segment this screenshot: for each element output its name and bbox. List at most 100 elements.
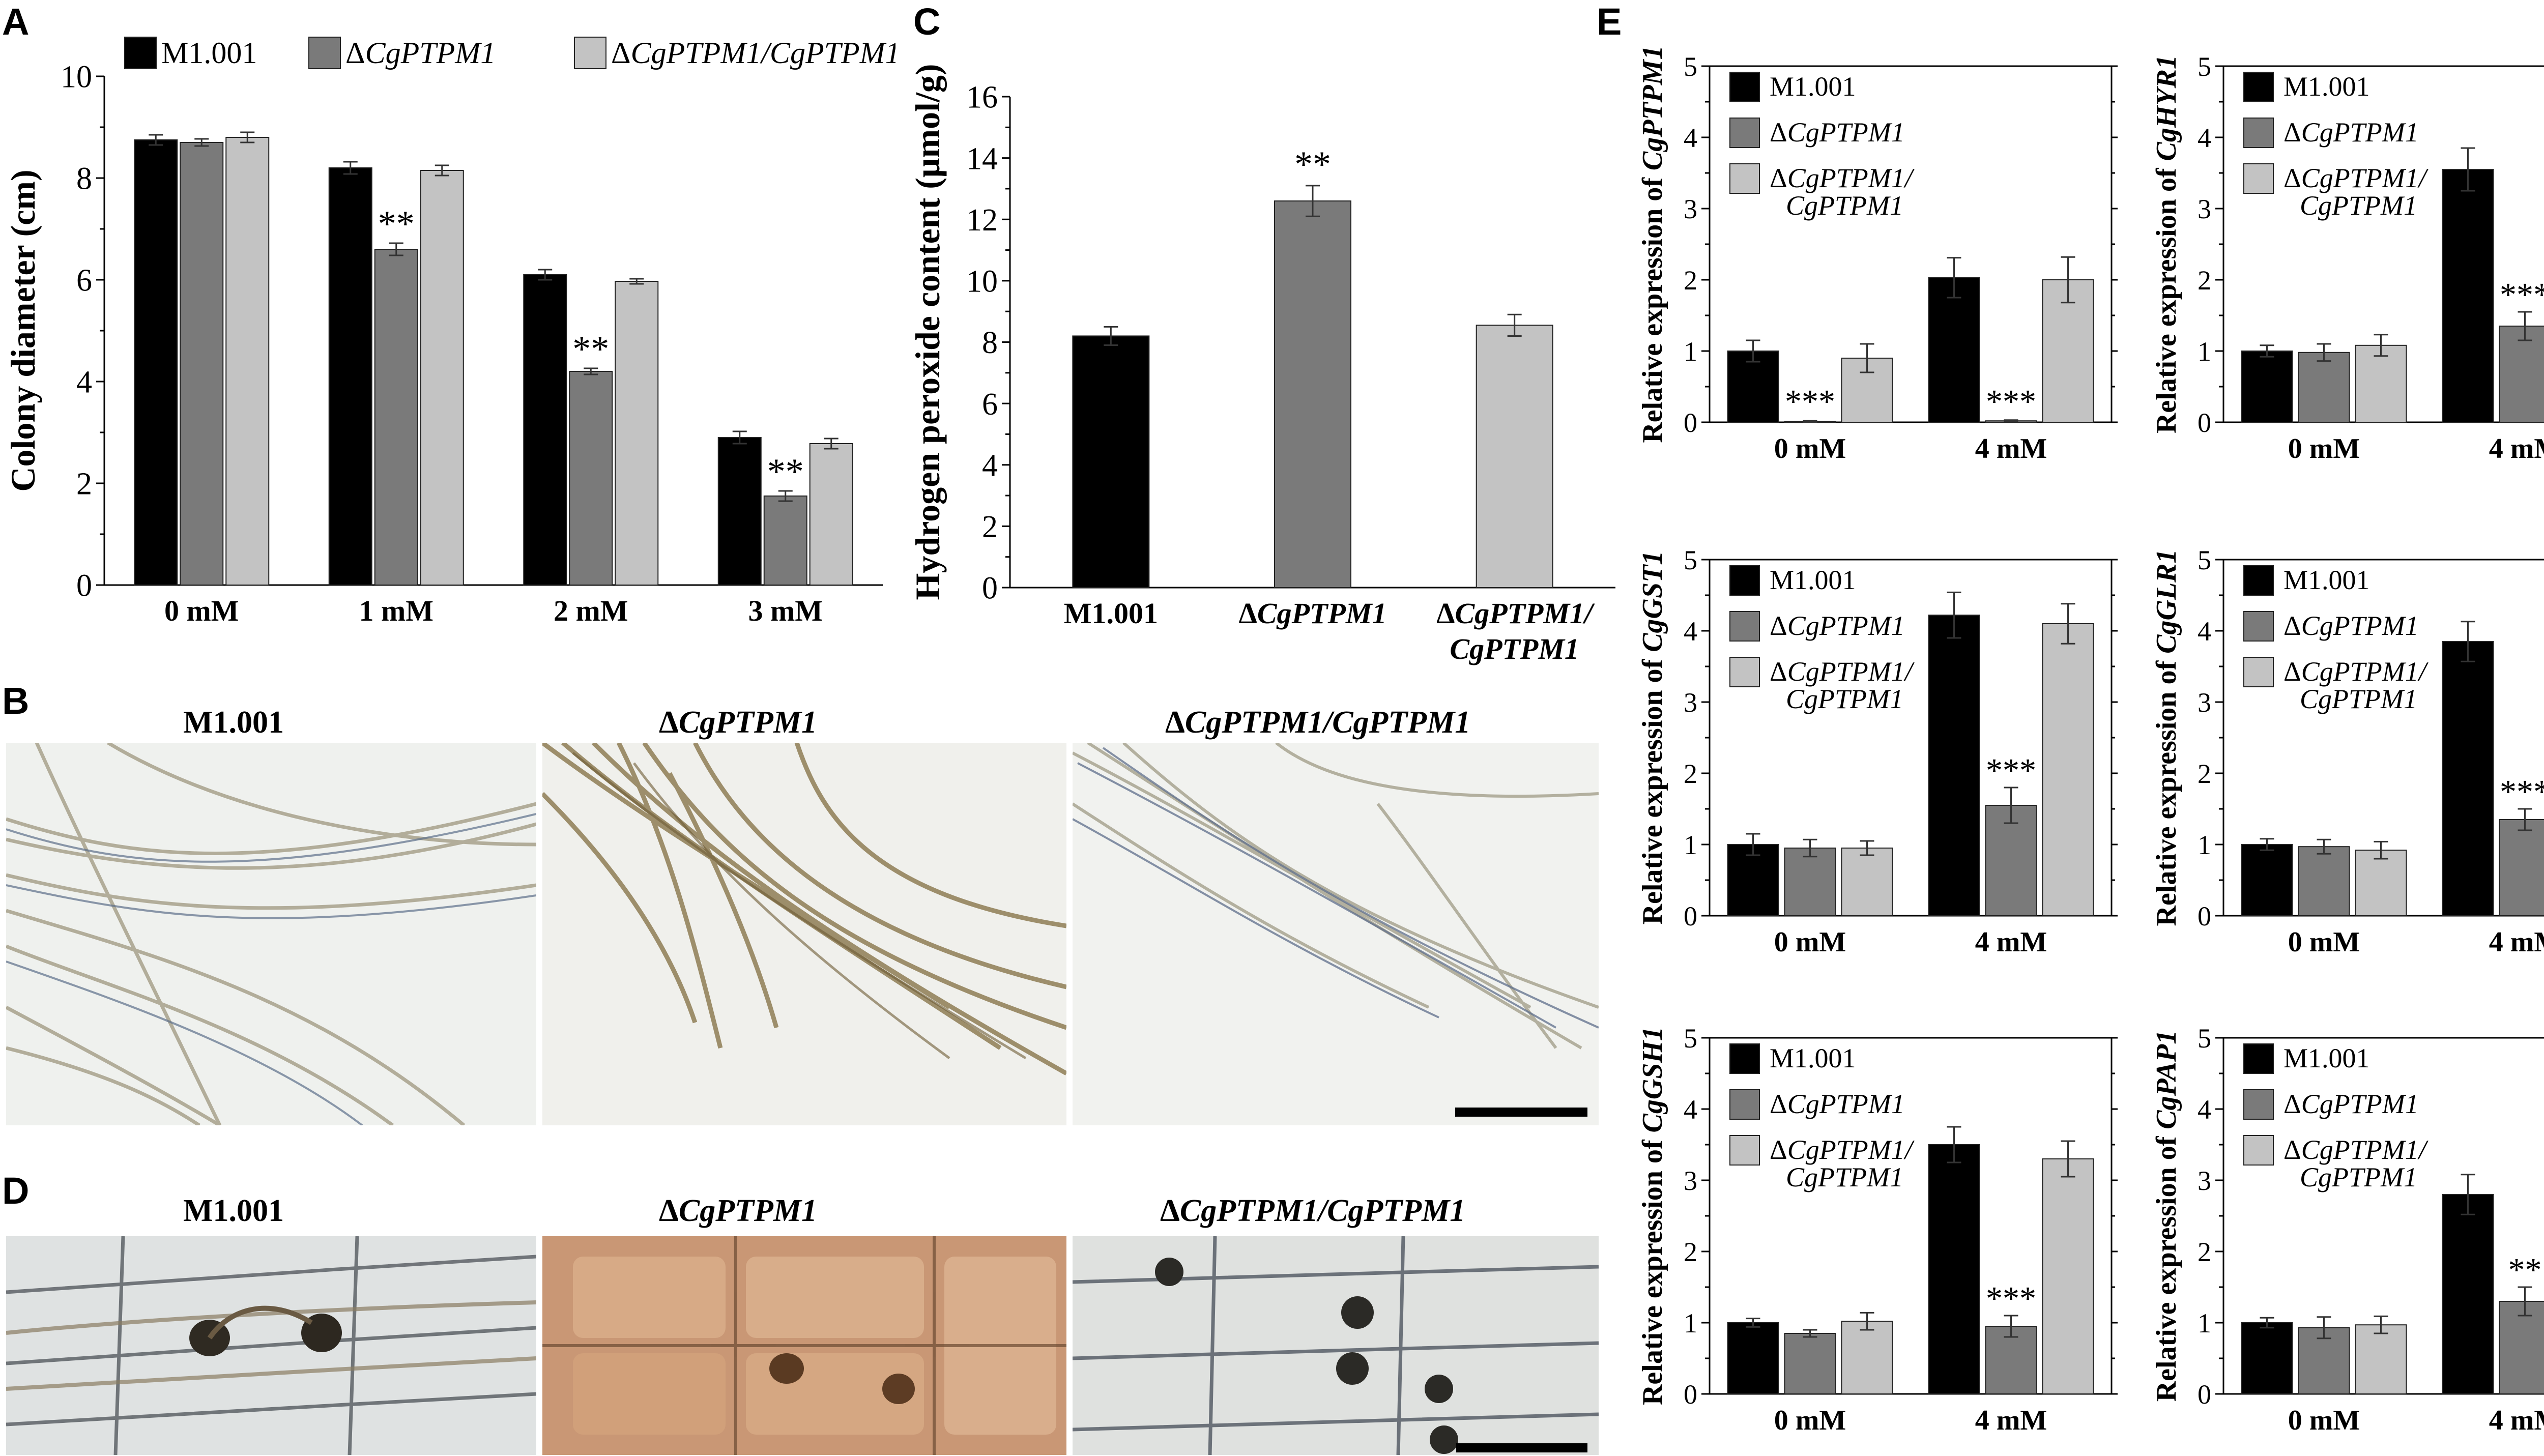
bar [2499, 1301, 2544, 1394]
bar [717, 437, 762, 586]
bar [1784, 848, 1836, 916]
micrograph-b-mutant [542, 743, 1066, 1125]
infection-image [1073, 1236, 1599, 1455]
significance-label: ** [378, 203, 415, 244]
significance-label: ** [572, 329, 609, 369]
legend-swatch [1729, 1043, 1760, 1074]
y-tick-label: 4 [982, 448, 998, 483]
legend-label: ΔCgPTPM1/ [1770, 1134, 1915, 1165]
y-tick-label: 10 [61, 60, 92, 95]
bar [1274, 200, 1351, 588]
legend-swatch [2243, 1089, 2274, 1120]
panel-letter-e: E [1597, 1, 1622, 43]
y-axis-label: Relative expression of CgPTPM1 [1637, 45, 1668, 443]
legend-label: ΔCgPTPM1/ [1770, 656, 1915, 687]
bar [1841, 1321, 1893, 1395]
y-axis-label: Hydrogen peroxide content (μmol/g) [908, 64, 947, 600]
y-tick-label: 0 [1684, 407, 1697, 438]
y-tick-label: 5 [1684, 545, 1697, 575]
x-tick-label: 0 mM [164, 594, 239, 627]
y-tick-label: 1 [2198, 830, 2211, 860]
bar [2042, 1158, 2094, 1394]
y-tick-label: 14 [966, 141, 998, 176]
y-tick-label: 2 [2198, 1237, 2211, 1267]
y-tick-label: 5 [1684, 51, 1697, 82]
bar [1928, 1144, 1980, 1394]
y-tick-label: 0 [2198, 901, 2211, 931]
y-tick-label: 10 [966, 265, 998, 299]
y-tick-label: 4 [1684, 1094, 1697, 1125]
legend-swatch [1729, 72, 1760, 102]
legend-label: ΔCgPTPM1 [1770, 1089, 1905, 1119]
bar [2298, 352, 2350, 423]
legend-swatch [1729, 611, 1760, 642]
y-tick-label: 2 [2198, 759, 2211, 789]
significance-label: *** [1785, 383, 1835, 420]
y-axis-label: Relative expression of CgGLR1 [2151, 549, 2182, 926]
bar [1072, 335, 1150, 588]
x-tick-label: 0 mM [1774, 433, 1846, 464]
bar [2042, 623, 2094, 916]
bar [2241, 351, 2293, 423]
bar [615, 281, 659, 586]
bar [2499, 326, 2544, 423]
legend-label: ΔCgPTPM1 [1770, 117, 1905, 148]
x-tick-label: 3 mM [748, 594, 823, 627]
legend-swatch [2243, 565, 2274, 596]
bar [225, 137, 270, 586]
y-tick-label: 5 [2198, 51, 2211, 82]
bar [1841, 848, 1893, 916]
y-tick-label: 8 [76, 162, 92, 196]
bar [2442, 641, 2494, 916]
legend-label: ΔCgPTPM1 [345, 36, 496, 70]
y-tick-label: 3 [2198, 687, 2211, 718]
legend-label: M1.001 [161, 36, 257, 70]
legend-label-line2: CgPTPM1 [1786, 684, 1903, 714]
bar [569, 371, 613, 586]
legend-label: M1.001 [1770, 71, 1856, 102]
y-tick-label: 4 [2198, 123, 2211, 153]
significance-label: ** [1294, 144, 1331, 185]
y-tick-label: 2 [1684, 1237, 1697, 1267]
bar [523, 274, 567, 586]
legend-label: ΔCgPTPM1/ [1770, 163, 1915, 193]
micrograph-d-title-2: ΔCgPTPM1 [659, 1193, 817, 1228]
y-tick-label: 0 [982, 571, 998, 606]
bar [2499, 819, 2544, 916]
legend-swatch [1729, 118, 1760, 148]
micrograph-d-title-3: ΔCgPTPM1/CgPTPM1 [1160, 1193, 1466, 1228]
legend-swatch [1729, 657, 1760, 687]
y-tick-label: 5 [2198, 1023, 2211, 1054]
bar [1784, 1333, 1836, 1394]
y-tick-label: 4 [2198, 616, 2211, 647]
bar [809, 443, 853, 586]
y-tick-label: 1 [1684, 830, 1697, 860]
x-tick-label: M1.001 [1064, 597, 1158, 630]
panel-letter-a: A [2, 1, 30, 43]
x-tick-label: 0 mM [1774, 1405, 1846, 1436]
chart-expression-cggsh1: 0 1 2 3 4 5 0 mM 4 mM *** M1.001 ΔCgPTPM1 ΔCgPTPM1/… [1637, 1023, 2118, 1436]
micrograph-d-mutant [542, 1236, 1066, 1455]
bar [2355, 344, 2407, 423]
y-tick-label: 1 [1684, 1308, 1697, 1338]
bar [328, 167, 372, 586]
significance-label: ** [767, 451, 804, 492]
x-tick-label: 4 mM [2489, 1405, 2544, 1436]
y-tick-label: 3 [1684, 194, 1697, 224]
bar [1727, 351, 1779, 423]
legend-swatch [1729, 565, 1760, 596]
x-tick-label: 4 mM [1975, 1405, 2047, 1436]
bar [2442, 169, 2494, 423]
legend-swatch [2243, 1043, 2274, 1074]
bar [2442, 1194, 2494, 1394]
legend-swatch [308, 37, 341, 69]
legend-label: ΔCgPTPM1 [2283, 610, 2419, 641]
y-tick-label: 1 [1684, 336, 1697, 367]
bar [134, 139, 178, 586]
chart-expression-cgptpm1: 0 1 2 3 4 5 0 mM 4 mM *** *** M1.001 ΔCgPTPM1 ΔCgPTP… [1637, 45, 2118, 464]
legend-label-line2: CgPTPM1 [1786, 190, 1903, 221]
significance-label: *** [2500, 276, 2544, 313]
x-tick-label-line2: CgPTPM1 [1450, 632, 1579, 665]
legend-label: ΔCgPTPM1/ [2283, 656, 2429, 687]
legend-label: ΔCgPTPM1 [2283, 1089, 2419, 1119]
